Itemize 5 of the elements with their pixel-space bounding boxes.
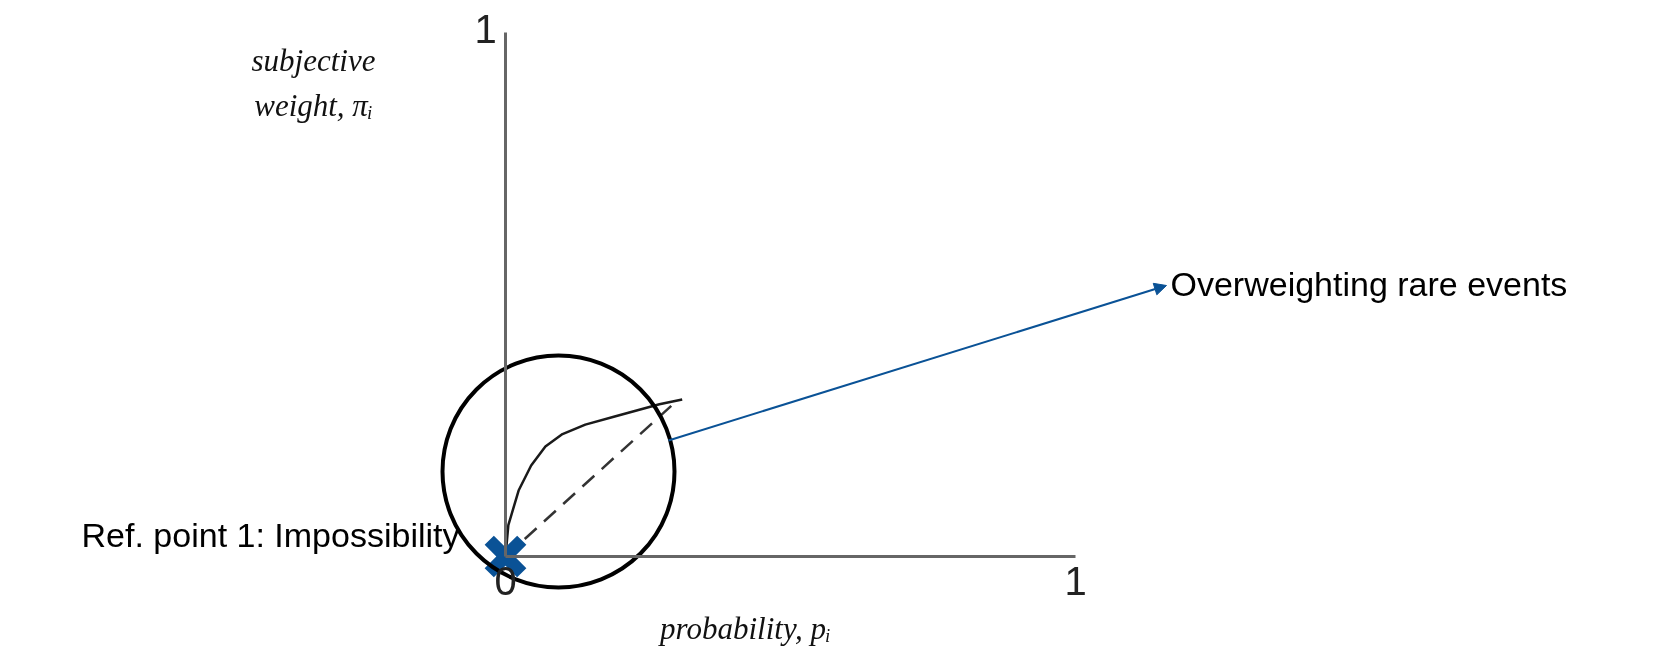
text: Overweighting rare events — [1170, 264, 1568, 303]
text: 1 — [474, 6, 497, 51]
annotation: Ref. point 1: Impossibility — [81, 515, 460, 554]
x-axis-title: probability, pᵢ — [658, 611, 831, 646]
text: subjective weight, πᵢ — [251, 43, 376, 123]
